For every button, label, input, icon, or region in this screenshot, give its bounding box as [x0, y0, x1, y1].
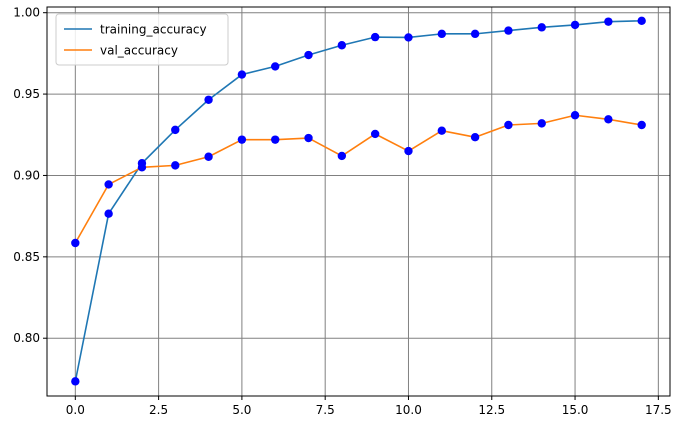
data-point-training-accuracy [537, 23, 546, 32]
data-point-val-accuracy [537, 119, 546, 128]
axis-ticks: 0.0 2.5 5.0 7.5 10.0 12.5 15.0 17.5 0.80 0.85 0.90… [13, 6, 671, 417]
data-point-val-accuracy [570, 111, 580, 120]
data-point-training-accuracy [171, 125, 180, 135]
series-line-training-accuracy [74, 20, 642, 382]
data-point-val-accuracy [204, 152, 213, 161]
x-tick-label: 7.5 [316, 403, 335, 417]
data-point-val-accuracy [71, 238, 80, 248]
data-point-val-accuracy [237, 135, 247, 144]
y-tick-label: 1.00 [13, 6, 40, 20]
data-point-training-accuracy [237, 70, 247, 79]
x-tick-label: 15.0 [562, 403, 589, 417]
y-tick-label: 0.95 [13, 87, 40, 101]
data-point-training-accuracy [504, 26, 513, 35]
data-point-training-accuracy [470, 29, 480, 39]
data-point-training-accuracy [637, 16, 646, 26]
x-tick-label: 5.0 [232, 403, 251, 417]
data-point-val-accuracy [271, 135, 280, 144]
data-point-val-accuracy [404, 146, 413, 156]
x-tick-label: 17.5 [645, 403, 672, 417]
data-point-training-accuracy [204, 95, 213, 104]
y-tick-label: 0.80 [13, 331, 40, 345]
y-tick-label: 0.85 [13, 250, 40, 264]
data-point-training-accuracy [71, 377, 80, 386]
y-tick-label: 0.90 [13, 168, 40, 182]
data-point-training-accuracy [604, 17, 613, 26]
data-point-val-accuracy [604, 115, 613, 124]
data-point-val-accuracy [304, 133, 313, 143]
series-line-val-accuracy [74, 114, 642, 244]
x-tick-label: 10.0 [395, 403, 422, 417]
data-point-training-accuracy [437, 29, 446, 39]
legend: training_accuracy val_accuracy [55, 13, 229, 66]
data-point-val-accuracy [504, 120, 513, 130]
series-lines [74, 20, 642, 382]
data-point-training-accuracy [337, 41, 347, 50]
data-point-training-accuracy [404, 33, 413, 42]
data-point-training-accuracy [570, 20, 580, 30]
data-point-training-accuracy [304, 50, 313, 60]
data-point-val-accuracy [171, 161, 180, 170]
data-markers [71, 16, 646, 386]
data-point-val-accuracy [637, 120, 646, 130]
data-point-val-accuracy [137, 163, 147, 172]
data-point-val-accuracy [470, 133, 480, 142]
data-point-val-accuracy [104, 180, 113, 189]
data-point-val-accuracy [370, 129, 380, 139]
x-tick-label: 12.5 [478, 403, 505, 417]
legend-label: val_accuracy [100, 44, 178, 58]
data-point-val-accuracy [437, 126, 446, 135]
legend-label: training_accuracy [100, 23, 207, 37]
axes-frame [46, 6, 671, 397]
grid [47, 7, 670, 396]
data-point-training-accuracy [104, 209, 113, 218]
legend-box [55, 13, 229, 66]
data-point-val-accuracy [337, 151, 347, 161]
data-point-training-accuracy [271, 62, 280, 71]
x-tick-label: 0.0 [66, 403, 85, 417]
data-point-training-accuracy [370, 32, 380, 42]
x-tick-label: 2.5 [149, 403, 168, 417]
